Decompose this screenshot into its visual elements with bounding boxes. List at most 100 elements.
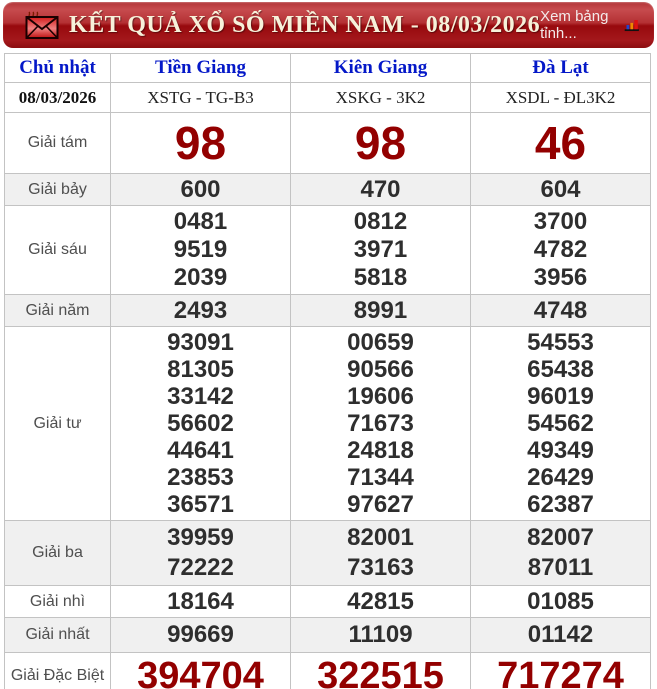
prize-number: 49349 [527, 437, 594, 464]
prize-number: 71344 [347, 464, 414, 491]
prize-values-cell: 82001 73163 [290, 520, 471, 586]
prize-number: 11109 [348, 621, 413, 648]
prize-row: Giải tám 98 98 46 [4, 112, 651, 174]
prize-label: Giải nhì [4, 585, 111, 618]
prize-row: Giải nhì 18164 42815 01085 [4, 585, 651, 618]
prize-number: 3971 [353, 236, 408, 263]
prize-values-cell: 82007 87011 [470, 520, 651, 586]
prize-values-cell: 42815 [290, 585, 471, 618]
province-link-da-lat[interactable]: Đà Lạt [470, 53, 651, 83]
prize-values-cell: 01142 [470, 617, 651, 653]
prize-number: 4748 [533, 297, 588, 324]
prize-label: Giải bảy [4, 173, 111, 206]
prize-values-cell: 322515 [290, 652, 471, 689]
results-table: Chủ nhật Tiền Giang Kiên Giang Đà Lạt 08… [4, 53, 651, 689]
prize-values-cell: 98 [110, 112, 291, 174]
prize-label: Giải sáu [4, 205, 111, 295]
prize-number: 82001 [347, 524, 414, 551]
prize-label: Giải tư [4, 326, 111, 521]
prize-label: Giải ba [4, 520, 111, 586]
prize-number: 18164 [167, 588, 234, 615]
prize-values-cell: 717274 [470, 652, 651, 689]
prize-values-cell: 54553 65438 96019 54562 49349 26429 62387 [470, 326, 651, 521]
day-of-week-link[interactable]: Chủ nhật [4, 53, 111, 83]
prize-number: 39959 [167, 524, 234, 551]
prize-number: 5818 [353, 264, 408, 291]
prize-row: Giải năm 2493 8991 4748 [4, 294, 651, 327]
prize-label: Giải năm [4, 294, 111, 327]
prize-values-cell: 0481 9519 2039 [110, 205, 291, 295]
prize-number: 00659 [347, 329, 414, 356]
prize-row: Giải sáu 0481 9519 2039 0812 3971 5818 3700 4782… [4, 205, 651, 295]
prize-number: 46 [534, 117, 587, 169]
prize-number: 717274 [497, 655, 624, 689]
prize-values-cell: 470 [290, 173, 471, 206]
header-bar: KẾT QUẢ XỔ SỐ MIỀN NAM - 08/03/2026 Xem … [3, 2, 654, 48]
prize-number: 4782 [533, 236, 588, 263]
prize-number: 01142 [527, 621, 594, 648]
prize-number: 98 [174, 117, 227, 169]
prize-label: Giải tám [4, 112, 111, 174]
prize-number: 54553 [527, 329, 594, 356]
prize-row: Giải bảy 600 470 604 [4, 173, 651, 206]
prize-label: Giải Đặc Biệt [4, 652, 111, 689]
prize-number: 54562 [527, 410, 594, 437]
prize-values-cell: 11109 [290, 617, 471, 653]
prize-row: Giải Đặc Biệt 394704 322515 717274 [4, 652, 651, 689]
prize-number: 24818 [347, 437, 414, 464]
prize-values-cell: 3700 4782 3956 [470, 205, 651, 295]
prize-number: 98 [354, 117, 407, 169]
prize-number: 23853 [167, 464, 234, 491]
prize-values-cell: 46 [470, 112, 651, 174]
prize-number: 9519 [173, 236, 228, 263]
prize-number: 62387 [527, 491, 594, 518]
prize-values-cell: 0812 3971 5818 [290, 205, 471, 295]
prize-number: 8991 [353, 297, 408, 324]
prize-values-cell: 4748 [470, 294, 651, 327]
prize-number: 470 [360, 176, 401, 203]
prize-number: 44641 [167, 437, 234, 464]
prize-values-cell: 394704 [110, 652, 291, 689]
prize-values-cell: 98 [290, 112, 471, 174]
prize-values-cell: 2493 [110, 294, 291, 327]
province-link-tien-giang[interactable]: Tiền Giang [110, 53, 291, 83]
bar-chart-icon[interactable] [624, 16, 640, 34]
prize-number: 3956 [533, 264, 588, 291]
draw-code-row: 08/03/2026 XSTG - TG-B3 XSKG - 3K2 XSDL … [4, 82, 651, 113]
prize-number: 99669 [167, 621, 234, 648]
prize-number: 2039 [173, 264, 228, 291]
prize-values-cell: 00659 90566 19606 71673 24818 71344 97627 [290, 326, 471, 521]
prize-values-cell: 99669 [110, 617, 291, 653]
prize-number: 81305 [167, 356, 234, 383]
prize-number: 56602 [167, 410, 234, 437]
prize-number: 0812 [353, 208, 408, 235]
prize-row: Giải ba 39959 72222 82001 73163 82007 87011 [4, 520, 651, 586]
prize-number: 90566 [347, 356, 414, 383]
prize-label: Giải nhất [4, 617, 111, 653]
prize-number: 33142 [167, 383, 234, 410]
prize-number: 2493 [173, 297, 228, 324]
prize-number: 3700 [533, 208, 588, 235]
prize-number: 96019 [527, 383, 594, 410]
prize-number: 93091 [167, 329, 234, 356]
province-link-kien-giang[interactable]: Kiên Giang [290, 53, 471, 83]
prize-number: 322515 [317, 655, 444, 689]
draw-code: XSKG - 3K2 [290, 82, 471, 113]
page-title: KẾT QUẢ XỔ SỐ MIỀN NAM - 08/03/2026 [69, 11, 541, 38]
prize-number: 26429 [527, 464, 594, 491]
prize-values-cell: 604 [470, 173, 651, 206]
prize-values-cell: 8991 [290, 294, 471, 327]
prize-number: 19606 [347, 383, 414, 410]
prize-values-cell: 93091 81305 33142 56602 44641 23853 36571 [110, 326, 291, 521]
prize-number: 42815 [347, 588, 414, 615]
prize-number: 600 [180, 176, 221, 203]
prize-values-cell: 39959 72222 [110, 520, 291, 586]
prize-values-cell: 01085 [470, 585, 651, 618]
prize-number: 97627 [347, 491, 414, 518]
see-province-table-link[interactable]: Xem bảng tỉnh... [540, 8, 609, 42]
draw-date: 08/03/2026 [4, 82, 111, 113]
prize-values-cell: 18164 [110, 585, 291, 618]
prize-number: 604 [540, 176, 581, 203]
prize-number: 71673 [347, 410, 414, 437]
prize-row: Giải tư 93091 81305 33142 56602 44641 23853 365… [4, 326, 651, 521]
